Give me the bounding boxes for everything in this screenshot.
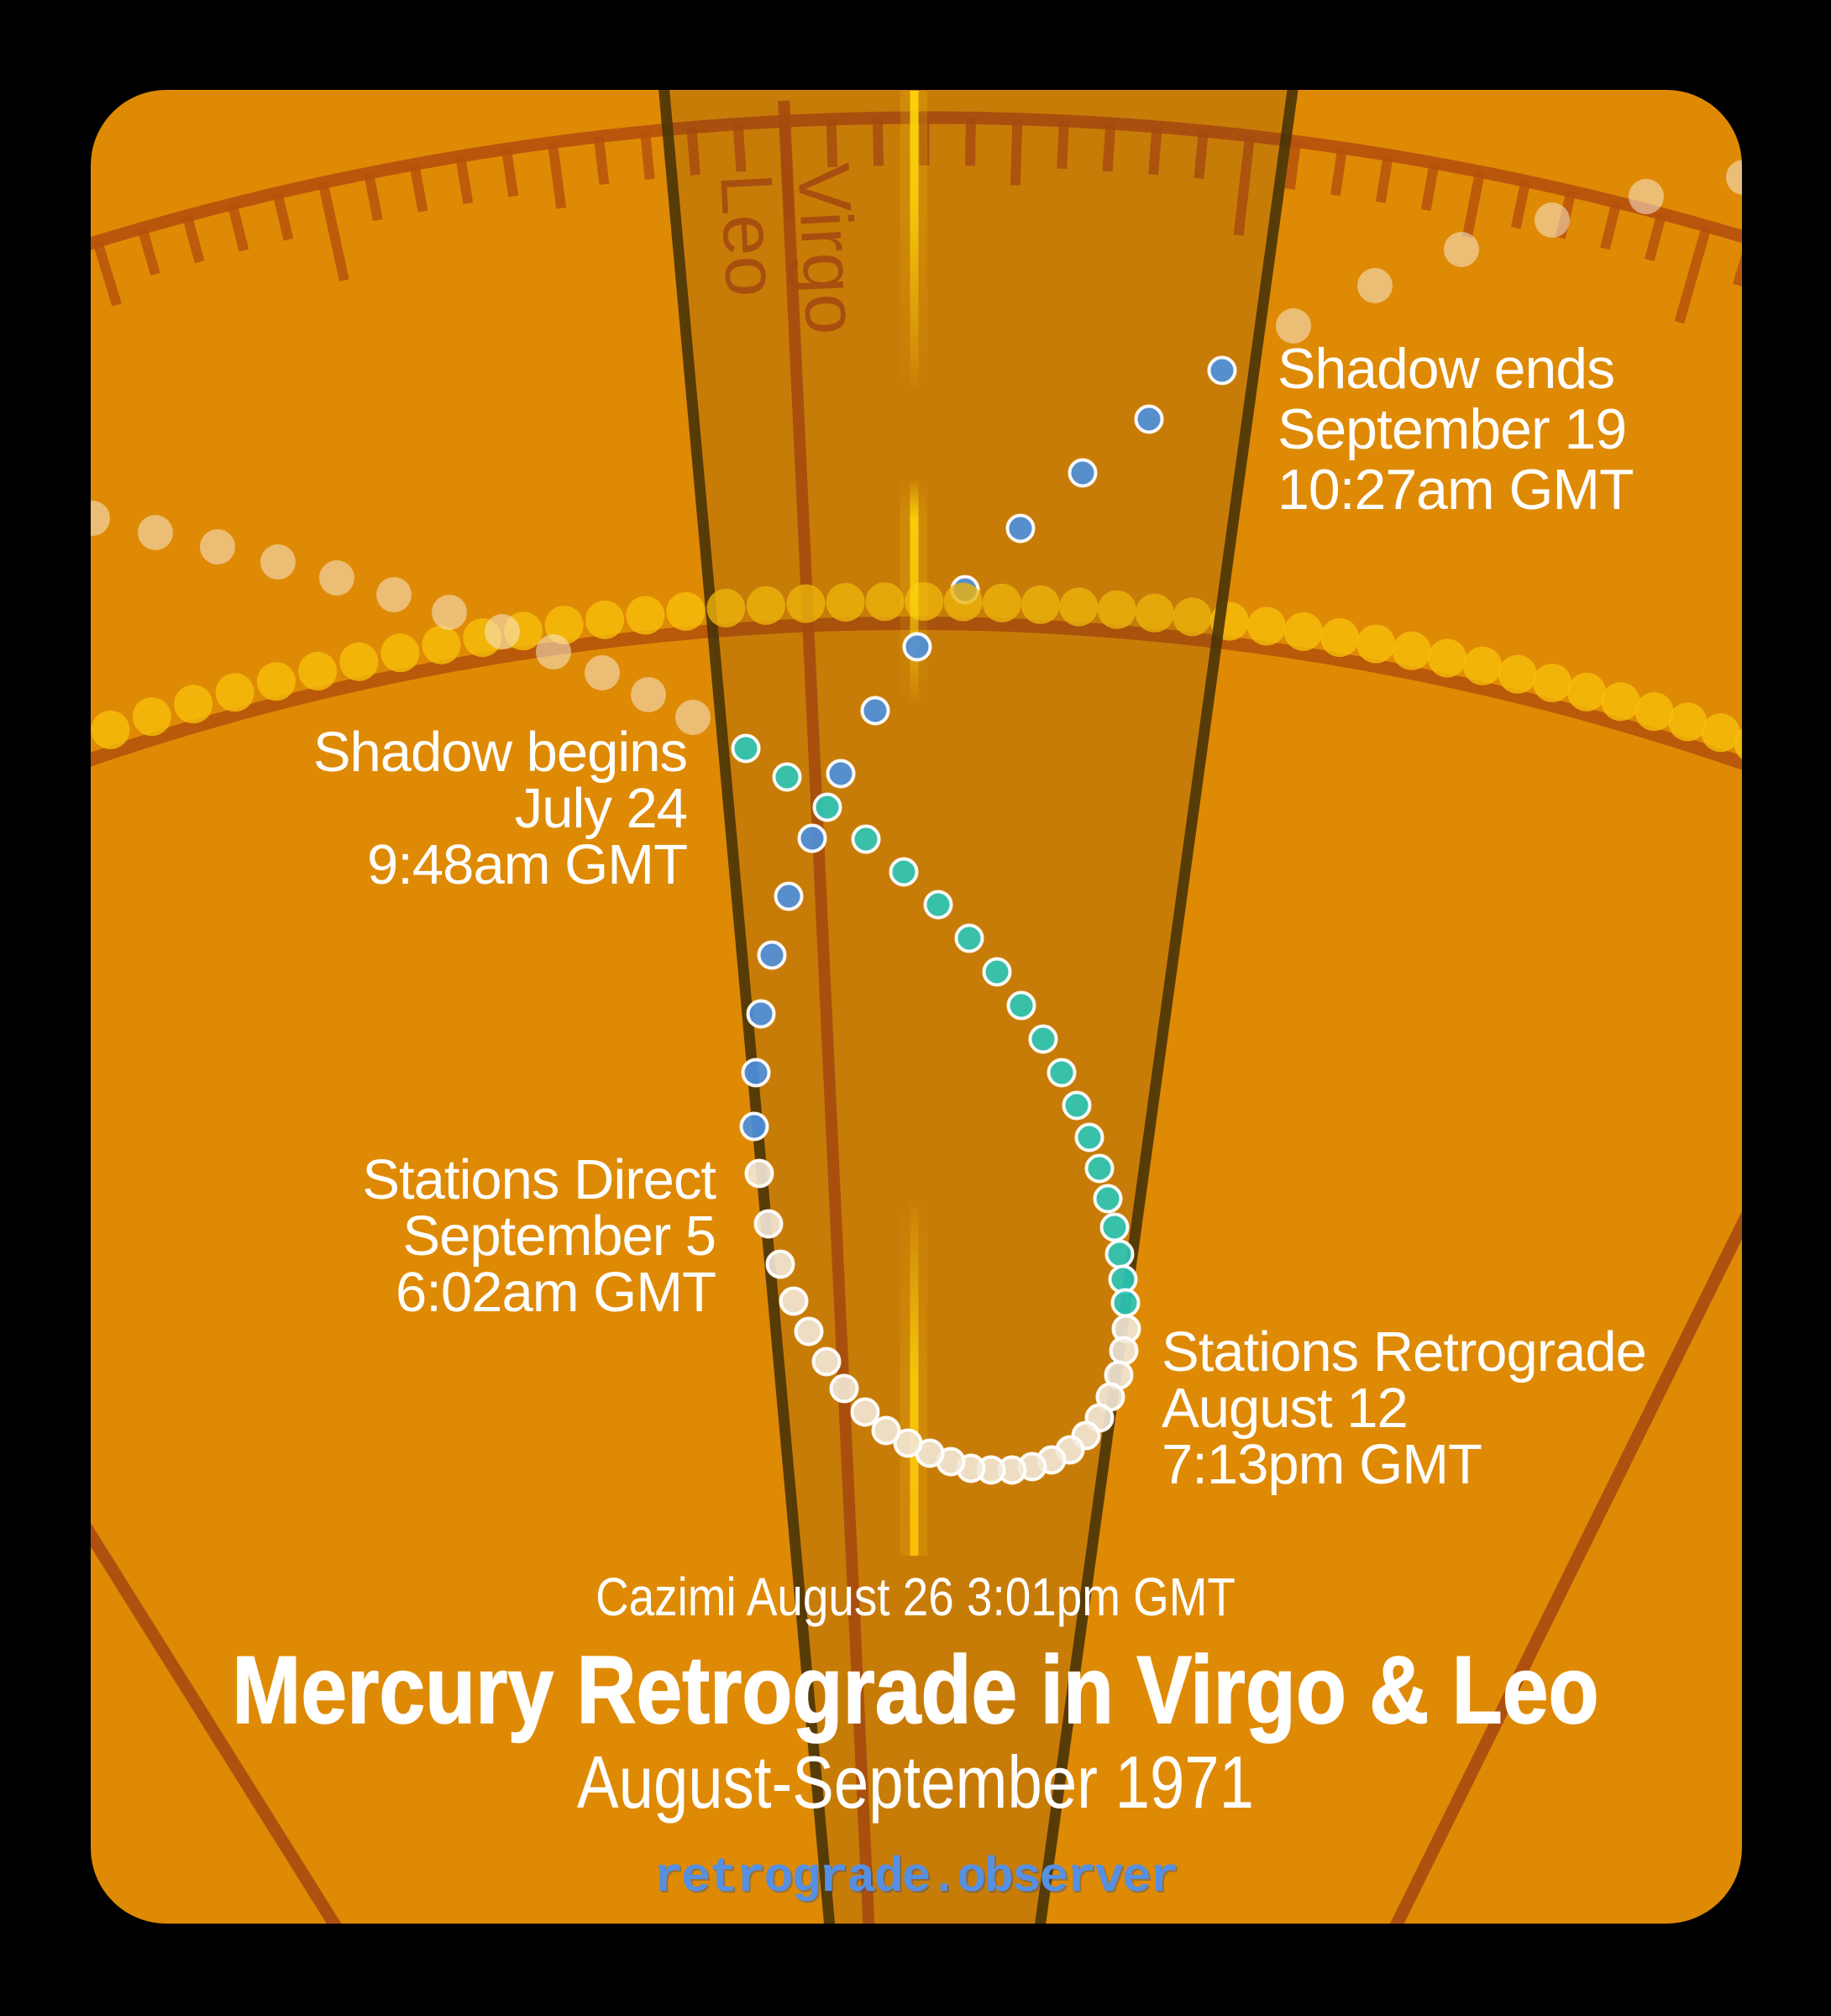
svg-text:Stations Retrograde: Stations Retrograde: [1162, 1320, 1646, 1383]
svg-text:retrograde.observer: retrograde.observer: [655, 1853, 1178, 1908]
svg-text:7:13pm GMT: 7:13pm GMT: [1162, 1433, 1482, 1496]
svg-text:10:27am GMT: 10:27am GMT: [1278, 458, 1634, 522]
svg-text:9:48am GMT: 9:48am GMT: [367, 833, 687, 896]
svg-text:Shadow begins: Shadow begins: [313, 721, 687, 784]
svg-text:September 5: September 5: [402, 1205, 716, 1268]
svg-text:August-September 1971: August-September 1971: [577, 1741, 1254, 1824]
svg-text:Shadow ends: Shadow ends: [1278, 337, 1614, 401]
svg-text:Leo: Leo: [705, 171, 795, 299]
svg-text:July 24: July 24: [515, 777, 687, 840]
svg-text:retrograde.observer: retrograde.observer: [653, 1851, 1177, 1906]
svg-text:Stations Direct: Stations Direct: [362, 1148, 716, 1211]
svg-text:September 19: September 19: [1278, 397, 1626, 461]
svg-text:6:02am GMT: 6:02am GMT: [396, 1261, 716, 1324]
svg-text:Cazimi August 26 3:01pm GMT: Cazimi August 26 3:01pm GMT: [595, 1567, 1236, 1627]
svg-text:Virgo: Virgo: [782, 161, 874, 337]
svg-text:Mercury Retrograde in Virgo &: Mercury Retrograde in Virgo & Leo: [232, 1636, 1598, 1743]
svg-text:August 12: August 12: [1162, 1377, 1408, 1440]
